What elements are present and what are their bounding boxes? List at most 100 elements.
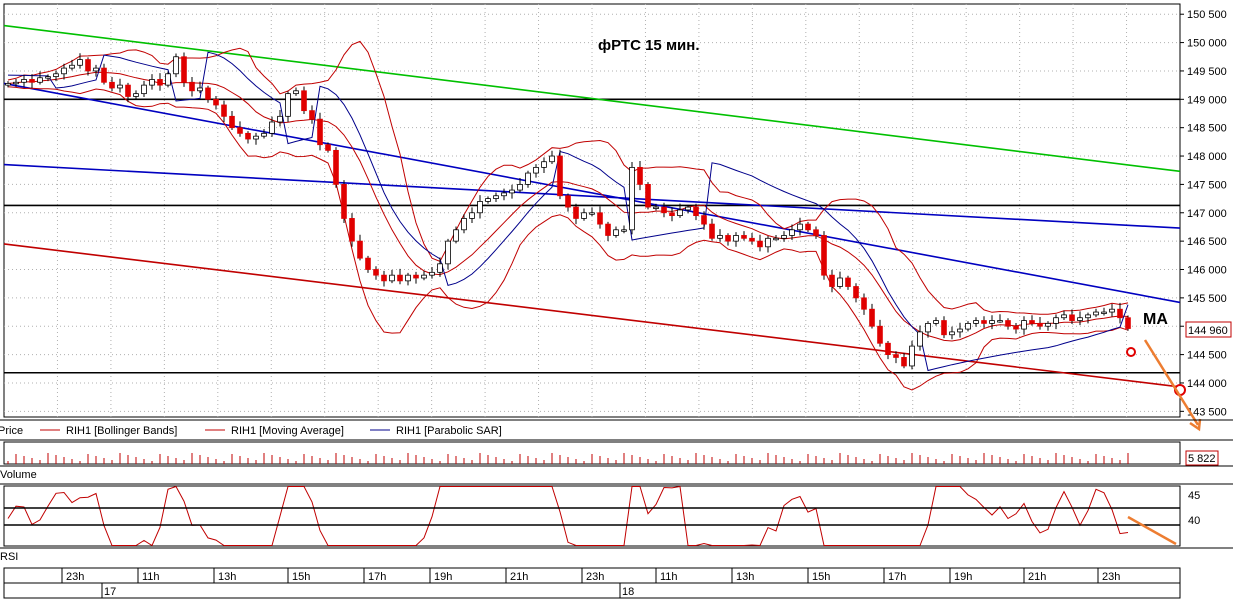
price-tick-label: 149 000 — [1187, 94, 1227, 106]
candle-body — [653, 206, 659, 209]
candle-body — [13, 81, 19, 85]
candle-body — [21, 79, 27, 83]
candle-body — [53, 73, 59, 78]
candle-body — [837, 277, 843, 287]
candle-body — [789, 229, 795, 236]
candle-body — [1101, 311, 1107, 314]
candle-body — [509, 189, 515, 194]
time-hour-label: 17h — [368, 571, 386, 583]
candle-body — [277, 115, 283, 123]
candle-body — [437, 263, 443, 273]
candle-body — [925, 322, 931, 333]
candle-body — [757, 240, 763, 248]
candle-body — [765, 237, 771, 248]
candle-body — [845, 277, 851, 287]
time-hour-label: 23h — [1102, 571, 1120, 583]
candle-body — [365, 257, 371, 270]
candle-body — [429, 271, 435, 276]
time-hour-label: 17h — [888, 571, 906, 583]
candle-body — [197, 87, 203, 92]
candle-body — [813, 229, 819, 236]
legend-label: Price — [0, 425, 23, 437]
candle-body — [621, 229, 627, 232]
candle-body — [477, 201, 483, 214]
candle-body — [685, 206, 691, 211]
legend: Price RIH1 [Bollinger Bands] RIH1 [Moving … — [0, 425, 502, 437]
candle-body — [573, 206, 579, 219]
candle-body — [261, 132, 267, 137]
indicator-lines — [7, 40, 1129, 391]
candle-body — [1109, 308, 1115, 313]
candle-body — [1093, 311, 1099, 316]
candle-body — [1077, 317, 1083, 321]
candle-body — [389, 274, 395, 282]
bollinger-upper — [7, 40, 1129, 315]
candle-body — [581, 212, 587, 219]
candle-body — [677, 209, 683, 217]
parabolic-sar — [7, 51, 1129, 372]
last-price-box — [1185, 321, 1232, 338]
candle-body — [93, 67, 99, 72]
price-axis: 150 500 150 000 149 500 149 000 148 500 148 0… — [1180, 9, 1227, 418]
candle-body — [981, 320, 987, 324]
candle-body — [133, 93, 139, 97]
candle-body — [229, 115, 235, 129]
candle-body — [661, 206, 667, 214]
candle-body — [405, 274, 411, 282]
candle-body — [1029, 320, 1035, 324]
candle-body — [341, 184, 347, 219]
candle-body — [149, 79, 155, 86]
price-tick-label: 147 000 — [1187, 208, 1227, 220]
candle-body — [973, 320, 979, 324]
price-tick-label: 144 500 — [1187, 350, 1227, 362]
horizontal-levels — [4, 98, 1180, 374]
time-hour-label: 21h — [1028, 571, 1046, 583]
trend-line — [3, 82, 1181, 304]
candle-body — [549, 155, 555, 163]
legend-label: RIH1 [Bollinger Bands] — [66, 425, 177, 437]
price-tick-label: 143 500 — [1187, 406, 1227, 418]
candle-body — [453, 229, 459, 242]
ma-annotation: MA — [1143, 311, 1168, 328]
candle-body — [541, 161, 547, 168]
candle-body — [221, 104, 227, 117]
rsi-panel — [3, 485, 1181, 547]
price-tick-label: 146 000 — [1187, 265, 1227, 277]
trend-line — [3, 24, 1181, 173]
candle-body — [597, 212, 603, 225]
candle-body — [485, 198, 491, 202]
candle-body — [381, 274, 387, 282]
candle-body — [941, 320, 947, 336]
candle-body — [725, 235, 731, 242]
candle-body — [917, 331, 923, 347]
candle-body — [317, 118, 323, 146]
candle-body — [957, 328, 963, 333]
rsi-panel-label: RSI — [0, 551, 18, 563]
candle-body — [741, 235, 747, 239]
candle-body — [629, 166, 635, 231]
trend-line — [3, 163, 1181, 229]
candle-body — [893, 354, 899, 358]
candle-body — [805, 223, 811, 231]
bollinger-lower — [7, 86, 1129, 391]
candle-body — [533, 166, 539, 174]
time-hour-label: 13h — [736, 571, 754, 583]
candle-body — [413, 274, 419, 279]
candle-body — [373, 269, 379, 276]
candle-body — [349, 218, 355, 242]
candle-body — [501, 192, 507, 197]
candle-body — [333, 149, 339, 185]
candle-body — [309, 110, 315, 120]
candle-body — [997, 320, 1003, 323]
candle-body — [517, 184, 523, 191]
price-tick-label: 144 000 — [1187, 378, 1227, 390]
candle-body — [213, 98, 219, 106]
time-hour-label: 23h — [66, 571, 84, 583]
candle-body — [861, 297, 867, 310]
price-tick-label: 145 500 — [1187, 293, 1227, 305]
candle-body — [125, 84, 131, 97]
legend-label: RIH1 [Parabolic SAR] — [396, 425, 502, 437]
time-hour-label: 23h — [586, 571, 604, 583]
candle-body — [165, 73, 171, 86]
